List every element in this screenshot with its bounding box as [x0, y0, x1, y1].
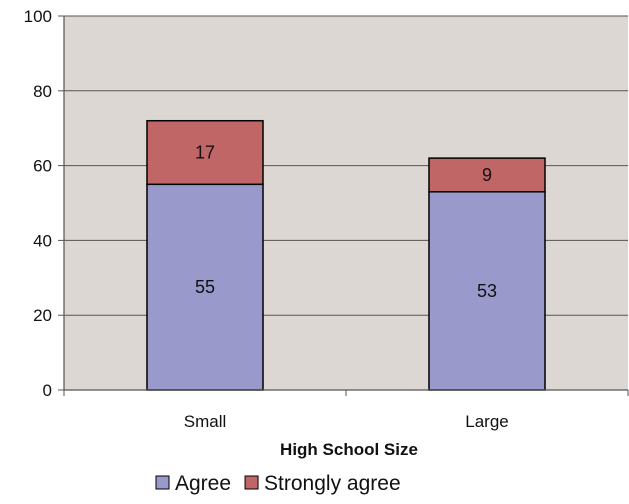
- legend-label: Strongly agree: [264, 472, 401, 495]
- data-label: 55: [195, 277, 215, 297]
- bar-strongly-agree-large: [428, 157, 546, 193]
- bars: [146, 119, 546, 391]
- data-label: 9: [482, 165, 492, 185]
- bar-strongly-agree-small: [146, 119, 264, 186]
- y-tick-label: 0: [43, 381, 52, 400]
- y-tick-label: 60: [33, 157, 52, 176]
- y-tick-label: 40: [33, 231, 52, 250]
- axes: [58, 15, 629, 396]
- legend-label: Agree: [175, 472, 231, 495]
- legend-swatch: [155, 475, 170, 490]
- data-label: 53: [477, 281, 497, 301]
- x-tick-label-large: Large: [465, 412, 508, 431]
- data-labels: 55 17 53 9: [195, 143, 497, 301]
- y-tick-label: 80: [33, 82, 52, 101]
- bar-agree-large: [428, 191, 546, 391]
- legend-swatch: [244, 475, 259, 490]
- x-axis-title: High School Size: [280, 440, 418, 459]
- y-axis-tick-labels: 0 20 40 60 80 100: [24, 7, 52, 400]
- y-tick-label: 20: [33, 306, 52, 325]
- bar-agree-small: [146, 183, 264, 391]
- legend: Agree Strongly agree: [155, 472, 401, 495]
- x-tick-label-small: Small: [184, 412, 227, 431]
- x-axis-tick-labels: Small Large: [184, 412, 509, 431]
- y-tick-label: 100: [24, 7, 52, 26]
- data-label: 17: [195, 143, 215, 163]
